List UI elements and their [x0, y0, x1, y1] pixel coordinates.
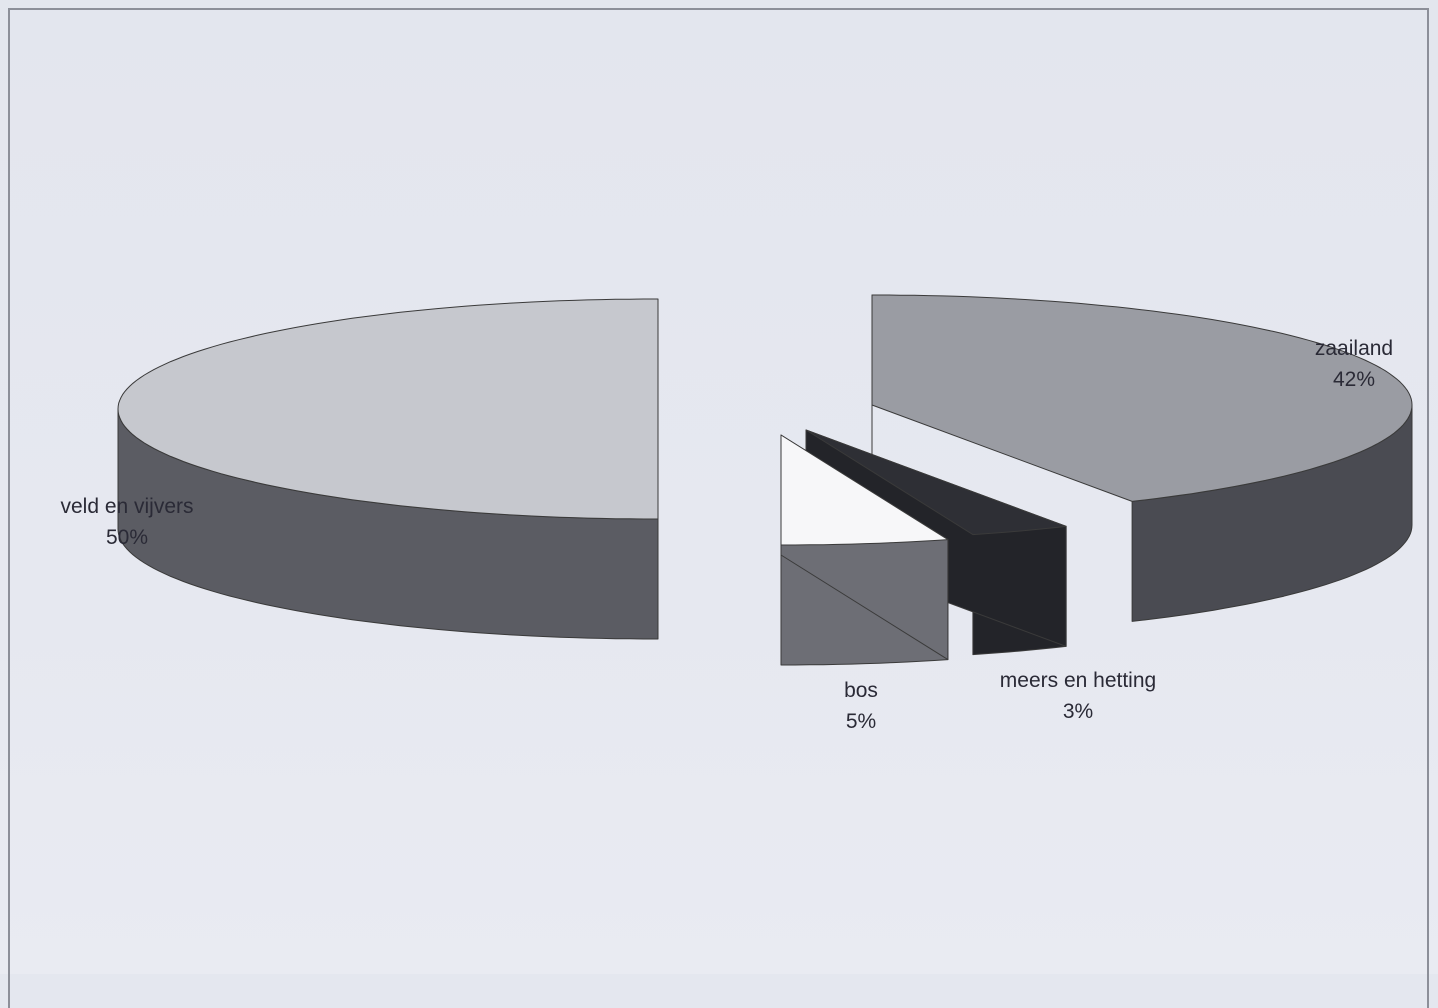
slice-label-bos: bos	[844, 679, 878, 702]
slice-percent-veld-en-vijvers: 50%	[106, 526, 148, 549]
pie-labels: zaailand 42% meers en hetting 3% bos 5% veld e…	[60, 337, 1393, 733]
pie-tops	[117, 294, 1413, 546]
chart-frame	[8, 8, 1429, 1008]
slice-label-zaailand: zaailand	[1315, 337, 1393, 360]
slice-label-veld-en-vijvers: veld en vijvers	[60, 495, 193, 518]
slice-label-meers-en-hetting: meers en hetting	[1000, 669, 1156, 692]
slice-percent-bos: 5%	[846, 710, 876, 733]
slice-zaailand	[871, 294, 1413, 502]
slice-percent-meers-en-hetting: 3%	[1063, 700, 1093, 723]
slice-bos	[780, 434, 949, 546]
slice-meers-en-hetting	[805, 429, 1067, 536]
slice-percent-zaailand: 42%	[1333, 368, 1375, 391]
slice-veld-en-vijvers	[117, 298, 659, 520]
pie-chart: zaailand 42% meers en hetting 3% bos 5% veld e…	[60, 294, 1413, 733]
